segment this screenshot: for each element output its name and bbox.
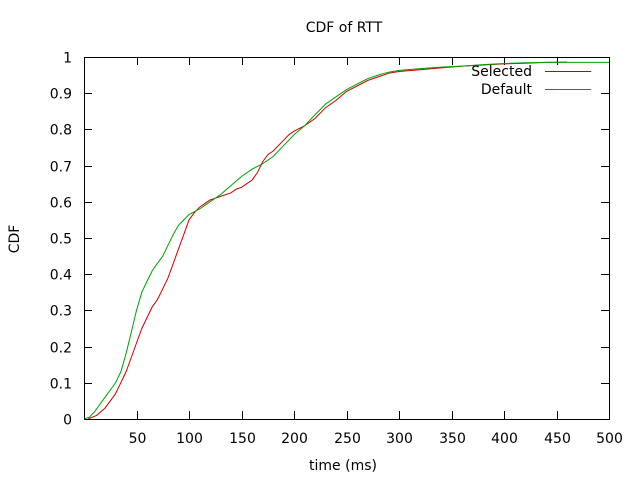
x-tick-label: 400 [491, 431, 518, 447]
y-tick-label: 0.6 [50, 196, 72, 212]
y-axis-label: CDF [7, 225, 23, 254]
x-tick-label: 300 [386, 431, 413, 447]
x-tick-label: 250 [334, 431, 361, 447]
x-tick-label: 500 [596, 431, 623, 447]
y-tick-label: 0.2 [50, 341, 72, 357]
x-tick-label: 150 [229, 431, 256, 447]
y-tick-label: 0.1 [50, 377, 72, 393]
x-tick-label: 200 [281, 431, 308, 447]
y-tick-label: 0 [63, 413, 72, 429]
x-tick-label: 100 [176, 431, 203, 447]
y-tick-label: 1 [63, 51, 72, 67]
chart-title: CDF of RTT [306, 20, 383, 36]
legend: Selected Default [471, 64, 591, 98]
x-tick-label: 450 [544, 431, 571, 447]
y-tick-label: 0.5 [50, 232, 72, 248]
x-axis-label: time (ms) [309, 458, 377, 474]
y-tick-label: 0.8 [50, 123, 72, 139]
plot-frame [84, 57, 610, 420]
y-tick-label: 0.3 [50, 304, 72, 320]
y-tick-label: 0.9 [50, 87, 72, 103]
series-line-default [83, 61, 609, 420]
x-tick-label: 50 [129, 431, 147, 447]
series-line-selected [88, 61, 568, 420]
series-layer [83, 61, 609, 420]
x-tick-label: 350 [439, 431, 466, 447]
legend-label-default: Default [481, 82, 533, 98]
y-tick-label: 0.7 [50, 160, 72, 176]
legend-label-selected: Selected [471, 64, 532, 80]
y-tick-label: 0.4 [50, 268, 72, 284]
